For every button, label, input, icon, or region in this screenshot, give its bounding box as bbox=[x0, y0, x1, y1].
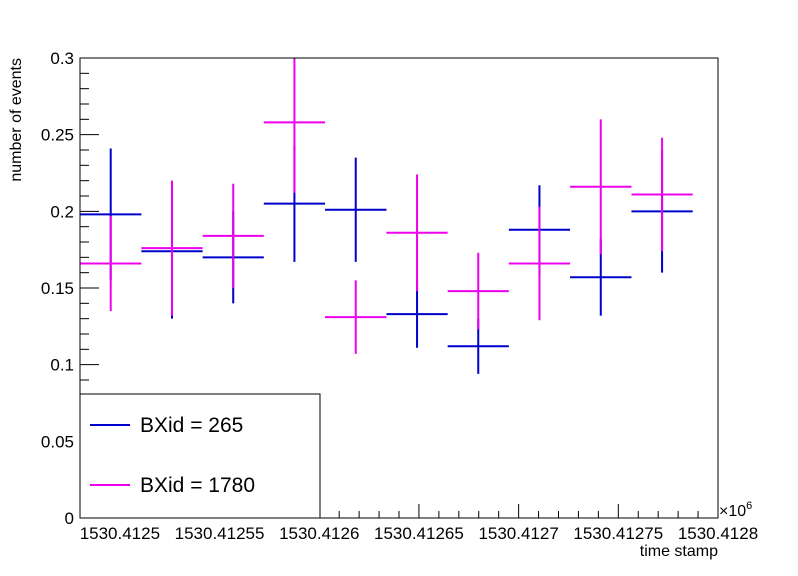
legend-box bbox=[79, 393, 321, 519]
x-tick-label: 1530.41275 bbox=[573, 524, 663, 543]
x-tick-label: 1530.4125 bbox=[80, 524, 160, 543]
tick-labels-layer: 1530.4125 1530.41255 1530.4126 1530.41265 15… bbox=[41, 49, 758, 543]
y-tick-label: 0.2 bbox=[50, 202, 74, 221]
y-axis-title: number of events bbox=[8, 58, 25, 182]
x-tick-label: 1530.4127 bbox=[478, 524, 558, 543]
x-axis-multiplier-base: ×10 bbox=[719, 503, 746, 520]
x-tick-label: 1530.41265 bbox=[374, 524, 464, 543]
x-tick-label: 1530.41255 bbox=[175, 524, 265, 543]
y-tick-label: 0.05 bbox=[41, 432, 74, 451]
series-layer bbox=[80, 58, 693, 374]
y-tick-label: 0.25 bbox=[41, 126, 74, 145]
y-tick-label: 0 bbox=[65, 509, 74, 528]
x-axis-multiplier-exponent: 6 bbox=[746, 500, 752, 512]
y-tick-label: 0.3 bbox=[50, 49, 74, 68]
x-tick-label: 1530.4128 bbox=[678, 524, 758, 543]
x-axis-multiplier: ×106 bbox=[719, 500, 752, 520]
x-axis-title: time stamp bbox=[640, 543, 718, 560]
legend-label-bxid-1780: BXid = 1780 bbox=[140, 474, 255, 497]
y-tick-label: 0.15 bbox=[41, 279, 74, 298]
x-tick-label: 1530.4126 bbox=[279, 524, 359, 543]
legend: BXid = 265 BXid = 1780 bbox=[79, 393, 321, 519]
y-tick-label: 0.1 bbox=[50, 356, 74, 375]
legend-label-bxid-265: BXid = 265 bbox=[140, 414, 243, 437]
